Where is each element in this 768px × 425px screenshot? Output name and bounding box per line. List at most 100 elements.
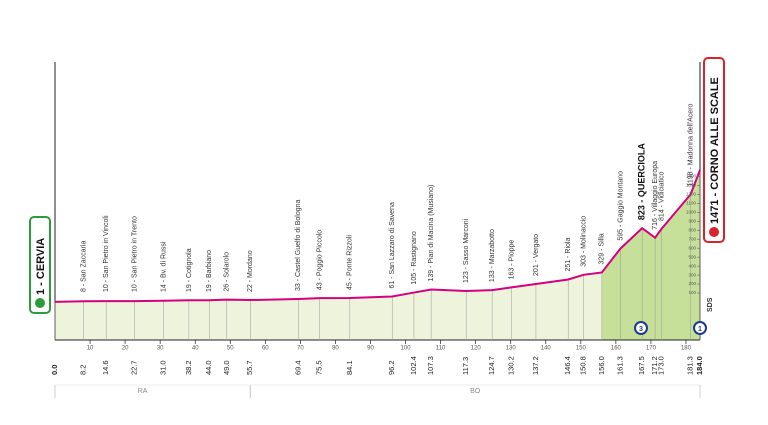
- place-label: 105 - Rastignano: [411, 231, 418, 284]
- place-label: 163 - Pioppe: [508, 240, 515, 280]
- place-label: 45 - Ponte Rizzoli: [347, 235, 354, 290]
- place-label: 201 - Vergato: [533, 234, 540, 276]
- y-tick-label: 1200: [686, 192, 697, 197]
- x-tick-label: 90: [367, 346, 374, 352]
- km-label: 146.4: [563, 356, 572, 375]
- km-label: 156.0: [597, 356, 606, 375]
- y-tick-label: 800: [688, 227, 696, 232]
- place-label: 61 - San Lazzaro di Savena: [389, 202, 396, 288]
- place-label: 814 - Vidiciatico: [658, 172, 665, 221]
- place-label: 26 - Solarolo: [224, 252, 231, 292]
- km-label: 75.5: [315, 360, 324, 375]
- place-label: 43 - Poggio Piccolo: [317, 230, 324, 290]
- place-label: 329 - Silla: [599, 233, 606, 264]
- finish-label: 1471 - CORNO ALLE SCALE: [709, 77, 721, 224]
- y-tick-label: 500: [688, 254, 696, 259]
- km-label: 55.7: [245, 360, 254, 375]
- finish-dot: [709, 227, 719, 237]
- x-tick-label: 60: [262, 346, 269, 352]
- km-label: 181.3: [686, 356, 695, 375]
- start-badge: 1 - CERVIA: [29, 216, 51, 314]
- place-label: 1198 - Madonna dell'Acero: [687, 103, 694, 186]
- km-label: 117.3: [461, 357, 470, 375]
- km-label: 49.0: [222, 360, 231, 375]
- finish-box: [703, 57, 725, 243]
- place-label: 19 - Barbiano: [206, 250, 213, 292]
- y-tick-label: 100: [688, 290, 696, 295]
- start-label: 1 - CERVIA: [35, 238, 47, 295]
- place-label: 8 - San Zaccaria: [81, 241, 88, 292]
- km-label: 167.5: [637, 356, 646, 375]
- km-label: 137.2: [531, 356, 540, 375]
- km-label: 173.0: [656, 356, 665, 375]
- x-tick-label: 130: [506, 346, 517, 352]
- km-label: 38.2: [184, 360, 193, 375]
- km-label: 14.6: [101, 360, 110, 375]
- x-tick-label: 100: [401, 346, 412, 352]
- km-label: 96.2: [387, 360, 396, 375]
- svg-text:3: 3: [639, 326, 643, 333]
- place-label: 10 - San Pietro in Vincoli: [103, 215, 110, 292]
- place-label: 22 - Mordano: [247, 250, 254, 292]
- place-label: 595 - Gaggio Montano: [617, 171, 624, 241]
- km-label: 31.0: [159, 360, 168, 375]
- km-label: 150.8: [579, 356, 588, 375]
- y-tick-label: 1400: [686, 174, 697, 179]
- km-label: 130.2: [506, 356, 515, 375]
- x-tick-label: 40: [192, 346, 199, 352]
- x-tick-label: 180: [681, 346, 692, 352]
- x-tick-label: 140: [541, 346, 552, 352]
- place-label: 33 - Castel Guelfo di Bologna: [295, 199, 302, 291]
- y-tick-label: 700: [688, 236, 696, 241]
- x-tick-label: 160: [611, 346, 622, 352]
- place-label: 19 - Cotignola: [186, 248, 193, 292]
- place-label: 823 - QUERCIOLA: [637, 143, 647, 221]
- x-tick-label: 170: [646, 346, 657, 352]
- km-label: 124.7: [487, 356, 496, 375]
- place-label: 10 - San Pietro in Trento: [131, 216, 138, 292]
- region-label: BO: [470, 388, 481, 395]
- km-label: 8.2: [79, 365, 88, 375]
- x-tick-label: 20: [122, 346, 129, 352]
- km-label: 0.0: [50, 365, 59, 375]
- x-tick-label: 10: [87, 346, 94, 352]
- place-label: 123 - Sasso Marconi: [463, 218, 470, 283]
- finish-badge: 1471 - CORNO ALLE SCALE: [703, 57, 725, 243]
- km-label: 161.3: [615, 356, 624, 375]
- km-label: 102.4: [409, 356, 418, 375]
- km-label: 107.3: [426, 356, 435, 375]
- y-tick-label: 1000: [686, 209, 697, 214]
- region-label: RA: [138, 388, 148, 395]
- x-tick-label: 150: [576, 346, 587, 352]
- sds-label: SDS: [707, 297, 714, 312]
- place-label: 303 - Molinaccio: [580, 216, 587, 267]
- km-label: 171.2: [650, 356, 659, 375]
- place-label: 139 - Pian di Macina (Musiano): [428, 185, 435, 282]
- place-label: 14 - Bv. di Russi: [161, 241, 168, 292]
- y-tick-label: 1100: [686, 200, 696, 205]
- svg-text:1: 1: [698, 326, 702, 333]
- x-tick-label: 110: [436, 346, 446, 352]
- km-label: 44.0: [204, 360, 213, 375]
- x-tick-label: 120: [471, 346, 482, 352]
- x-tick-label: 80: [332, 346, 339, 352]
- km-label: 69.4: [293, 360, 302, 375]
- x-tick-label: 70: [297, 346, 304, 352]
- y-tick-label: 400: [688, 263, 696, 268]
- x-tick-label: 30: [157, 346, 164, 352]
- place-label: 716 - Villaggio Europa: [652, 161, 659, 230]
- y-tick-label: 300: [688, 272, 696, 277]
- y-tick-label: 1300: [686, 183, 697, 188]
- place-label: 251 - Riola: [565, 238, 572, 272]
- y-tick-label: 200: [688, 281, 696, 286]
- y-tick-label: 900: [688, 218, 696, 223]
- km-label: 22.7: [130, 360, 139, 375]
- start-dot: [35, 298, 45, 308]
- x-tick-label: 50: [227, 346, 234, 352]
- start-box: [29, 216, 51, 314]
- y-tick-label: 600: [688, 245, 696, 250]
- profile-line: [54, 169, 701, 303]
- km-label: 84.1: [345, 360, 354, 375]
